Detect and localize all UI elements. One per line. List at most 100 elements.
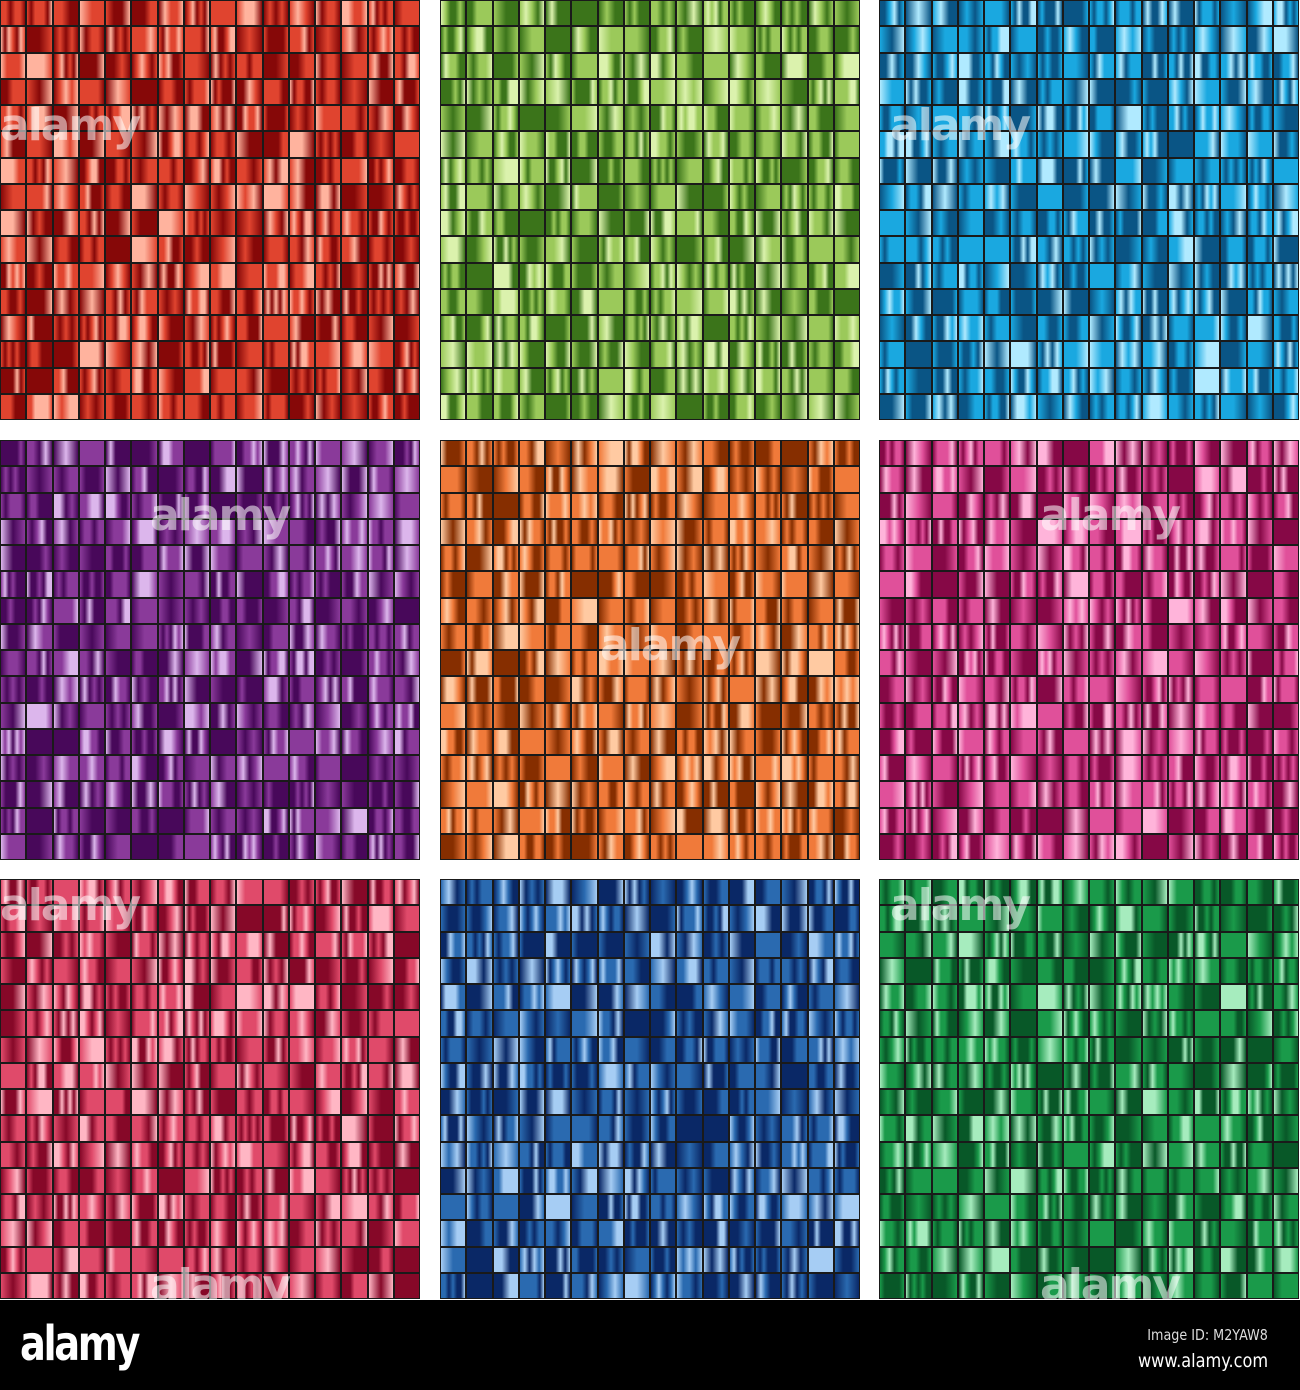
gradient-swatch (27, 729, 52, 754)
gradient-swatch (1037, 1011, 1062, 1036)
gradient-swatch (106, 1, 131, 26)
gradient-swatch (79, 985, 104, 1010)
gradient-swatch (53, 572, 78, 597)
gradient-swatch (985, 677, 1010, 702)
gradient-swatch (368, 572, 393, 597)
gradient-swatch (985, 1168, 1010, 1193)
gradient-swatch (808, 932, 833, 957)
gradient-swatch (880, 493, 905, 518)
gradient-swatch (289, 467, 314, 492)
gradient-swatch (808, 782, 833, 807)
gradient-swatch (106, 441, 131, 466)
gradient-swatch (1, 237, 26, 262)
gradient-swatch (394, 703, 419, 728)
gradient-swatch (184, 1116, 209, 1141)
gradient-swatch (703, 106, 728, 131)
gradient-swatch (106, 27, 131, 52)
gradient-swatch (289, 880, 314, 905)
gradient-swatch (880, 651, 905, 676)
gradient-swatch (1037, 1116, 1062, 1141)
gradient-swatch (263, 572, 288, 597)
gradient-swatch (546, 985, 571, 1010)
gradient-swatch (368, 132, 393, 157)
gradient-swatch (906, 906, 931, 931)
gradient-swatch (1273, 1, 1298, 26)
gradient-swatch (598, 677, 623, 702)
gradient-swatch (729, 53, 754, 78)
gradient-swatch (1037, 703, 1062, 728)
gradient-swatch (342, 368, 367, 393)
gradient-swatch (906, 808, 931, 833)
gradient-swatch (1273, 703, 1298, 728)
gradient-swatch (1090, 106, 1115, 131)
gradient-swatch (624, 985, 649, 1010)
gradient-swatch (342, 467, 367, 492)
gradient-swatch (394, 958, 419, 983)
gradient-swatch (211, 519, 236, 544)
gradient-swatch (703, 1011, 728, 1036)
gradient-swatch (958, 1011, 983, 1036)
gradient-swatch (958, 1247, 983, 1272)
gradient-swatch (1221, 958, 1246, 983)
gradient-swatch (79, 572, 104, 597)
gradient-swatch (1142, 467, 1167, 492)
gradient-swatch (906, 782, 931, 807)
gradient-swatch (211, 1168, 236, 1193)
gradient-swatch (703, 834, 728, 859)
gradient-swatch (441, 368, 466, 393)
gradient-swatch (985, 572, 1010, 597)
gradient-swatch (467, 237, 492, 262)
gradient-swatch (1195, 703, 1220, 728)
gradient-swatch (1116, 782, 1141, 807)
gradient-swatch (519, 1011, 544, 1036)
gradient-swatch (1221, 342, 1246, 367)
gradient-swatch (342, 79, 367, 104)
gradient-swatch (1090, 1195, 1115, 1220)
gradient-swatch (958, 493, 983, 518)
gradient-swatch (467, 493, 492, 518)
gradient-swatch (1, 906, 26, 931)
gradient-swatch (651, 1273, 676, 1298)
gradient-swatch (932, 932, 957, 957)
gradient-swatch (342, 27, 367, 52)
gradient-swatch (53, 316, 78, 341)
gradient-swatch (1221, 211, 1246, 236)
gradient-swatch (624, 342, 649, 367)
gradient-swatch (1273, 880, 1298, 905)
gradient-swatch (158, 237, 183, 262)
gradient-swatch (394, 493, 419, 518)
gradient-swatch (546, 703, 571, 728)
gradient-swatch (1011, 1011, 1036, 1036)
gradient-swatch (624, 782, 649, 807)
gradient-swatch (1142, 519, 1167, 544)
gradient-swatch (53, 985, 78, 1010)
gradient-swatch (263, 932, 288, 957)
gradient-swatch (1195, 1273, 1220, 1298)
gradient-swatch (1063, 834, 1088, 859)
gradient-swatch (906, 958, 931, 983)
gradient-swatch (677, 342, 702, 367)
gradient-swatch (1116, 1116, 1141, 1141)
gradient-swatch (906, 79, 931, 104)
gradient-swatch (289, 368, 314, 393)
gradient-swatch (1195, 677, 1220, 702)
gradient-swatch (184, 184, 209, 209)
gradient-swatch (572, 1116, 597, 1141)
gradient-swatch (703, 263, 728, 288)
gradient-swatch (677, 237, 702, 262)
gradient-swatch (932, 1142, 957, 1167)
gradient-swatch (1011, 342, 1036, 367)
gradient-swatch (158, 1195, 183, 1220)
gradient-swatch (79, 441, 104, 466)
gradient-swatch (316, 1168, 341, 1193)
gradient-swatch (1273, 237, 1298, 262)
gradient-swatch (703, 651, 728, 676)
gradient-swatch (158, 316, 183, 341)
gradient-swatch (132, 368, 157, 393)
gradient-swatch (958, 834, 983, 859)
gradient-swatch (27, 808, 52, 833)
gradient-swatch (729, 289, 754, 314)
gradient-swatch (211, 27, 236, 52)
gradient-swatch (493, 1273, 518, 1298)
gradient-swatch (132, 441, 157, 466)
